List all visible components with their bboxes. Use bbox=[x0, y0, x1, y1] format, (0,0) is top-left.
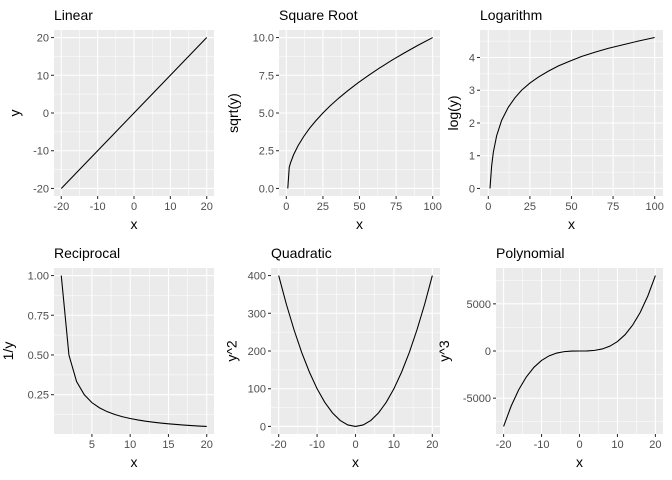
chart-square-root-x-tick-label: 50 bbox=[353, 201, 365, 213]
chart-polynomial-y-tick-label: -5000 bbox=[463, 393, 491, 405]
chart-square-root-y-tick-label: 7.5 bbox=[259, 70, 274, 82]
chart-quadratic-x-tick-label: -10 bbox=[309, 439, 325, 451]
chart-quadratic-x-tick-label: 10 bbox=[388, 439, 400, 451]
chart-logarithm-title: Logarithm bbox=[480, 7, 542, 23]
chart-polynomial-x-tick-label: 0 bbox=[576, 439, 582, 451]
chart-logarithm-y-tick-label: 4 bbox=[469, 53, 475, 65]
chart-logarithm-x-tick-label: 100 bbox=[646, 201, 664, 213]
chart-logarithm-y-axis-title: log(y) bbox=[445, 95, 461, 130]
chart-quadratic-y-tick-label: 200 bbox=[248, 346, 266, 358]
chart-polynomial-x-tick-label: 20 bbox=[649, 439, 661, 451]
chart-reciprocal-x-tick-label: 5 bbox=[89, 439, 95, 451]
chart-linear-panel: -20 -10 0 10 20 -20 -10 0 10 20 Linear x y bbox=[6, 7, 214, 232]
chart-linear-x-tick-label: 20 bbox=[201, 201, 213, 213]
chart-quadratic-x-tick-label: -20 bbox=[271, 439, 287, 451]
chart-logarithm-panel: 0 25 50 75 100 0 1 2 3 4 Logarithm x log(y) bbox=[445, 7, 664, 232]
chart-reciprocal-title: Reciprocal bbox=[54, 245, 120, 261]
chart-logarithm-x-tick-label: 75 bbox=[607, 201, 619, 213]
chart-quadratic-x-tick-label: 0 bbox=[352, 439, 358, 451]
chart-square-root-y-tick-label: 5.0 bbox=[259, 108, 274, 120]
chart-quadratic-y-tick-label: 400 bbox=[248, 271, 266, 283]
chart-linear-y-tick-label: -10 bbox=[33, 146, 49, 158]
chart-logarithm-series-line bbox=[489, 37, 655, 189]
chart-linear-y-tick-label: 20 bbox=[37, 33, 49, 45]
chart-reciprocal-y-tick-label: 0.50 bbox=[28, 350, 49, 362]
chart-linear-x-axis-title: x bbox=[131, 216, 138, 232]
chart-polynomial-y-tick-label: 5000 bbox=[467, 299, 491, 311]
chart-linear-title: Linear bbox=[54, 7, 93, 23]
chart-reciprocal-y-axis-title: 1/y bbox=[0, 342, 16, 361]
chart-square-root-title: Square Root bbox=[279, 7, 358, 23]
chart-quadratic-x-tick-label: 20 bbox=[426, 439, 438, 451]
chart-linear-x-tick-label: -10 bbox=[90, 201, 106, 213]
chart-polynomial-y-axis-title: y^3 bbox=[436, 340, 452, 362]
chart-linear-y-tick-label: 0 bbox=[43, 108, 49, 120]
chart-quadratic-y-tick-label: 300 bbox=[248, 308, 266, 320]
chart-reciprocal-x-tick-label: 10 bbox=[124, 439, 136, 451]
chart-square-root-x-tick-label: 0 bbox=[283, 201, 289, 213]
chart-logarithm-x-tick-label: 50 bbox=[565, 201, 577, 213]
chart-square-root-x-tick-label: 25 bbox=[317, 201, 329, 213]
chart-reciprocal-y-tick-label: 0.75 bbox=[28, 310, 49, 322]
chart-square-root-x-tick-label: 75 bbox=[390, 201, 402, 213]
chart-logarithm-y-tick-label: 3 bbox=[469, 85, 475, 97]
chart-logarithm-x-axis-title: x bbox=[568, 216, 575, 232]
chart-reciprocal-x-axis-title: x bbox=[131, 454, 138, 470]
chart-polynomial-x-tick-label: -20 bbox=[496, 439, 512, 451]
chart-polynomial-series-line bbox=[503, 275, 656, 427]
chart-quadratic-y-tick-label: 0 bbox=[260, 421, 266, 433]
chart-reciprocal-background bbox=[54, 268, 214, 434]
chart-polynomial-y-tick-label: 0 bbox=[485, 346, 491, 358]
chart-reciprocal-series-line bbox=[60, 275, 207, 427]
chart-quadratic-title: Quadratic bbox=[271, 245, 332, 261]
chart-quadratic-y-axis-title: y^2 bbox=[223, 340, 239, 362]
chart-logarithm-y-tick-label: 2 bbox=[469, 118, 475, 130]
chart-logarithm-x-tick-label: 25 bbox=[524, 201, 536, 213]
chart-logarithm-x-tick-label: 0 bbox=[485, 201, 491, 213]
chart-polynomial-x-axis-title: x bbox=[576, 454, 583, 470]
chart-square-root-x-axis-title: x bbox=[356, 216, 363, 232]
chart-linear-x-tick-label: 0 bbox=[131, 201, 137, 213]
chart-linear-y-tick-label: 10 bbox=[37, 70, 49, 82]
chart-square-root-series-line bbox=[287, 37, 433, 189]
chart-linear-x-tick-label: -20 bbox=[53, 201, 69, 213]
chart-logarithm-y-tick-label: 1 bbox=[469, 151, 475, 163]
chart-linear-x-tick-label: 10 bbox=[164, 201, 176, 213]
chart-reciprocal-y-tick-label: 1.00 bbox=[28, 271, 49, 283]
chart-linear-y-axis-title: y bbox=[6, 110, 22, 117]
chart-square-root-y-tick-label: 10.0 bbox=[253, 33, 274, 45]
chart-quadratic-series-line bbox=[278, 275, 433, 427]
chart-polynomial-x-tick-label: 10 bbox=[611, 439, 623, 451]
chart-square-root-panel: 0 25 50 75 100 0.0 2.5 5.0 7.5 10.0 Square Root x sq… bbox=[225, 7, 442, 232]
chart-square-root-y-axis-title: sqrt(y) bbox=[225, 93, 241, 133]
chart-polynomial-panel: -20 -10 0 10 20 -5000 0 5000 Polynomial x y^3 bbox=[436, 245, 663, 470]
chart-reciprocal-panel: 5 10 15 20 0.25 0.50 0.75 1.00 Reciprocal x 1/y bbox=[0, 245, 214, 470]
chart-reciprocal-x-tick-label: 15 bbox=[162, 439, 174, 451]
chart-square-root-y-tick-label: 0.0 bbox=[259, 183, 274, 195]
chart-polynomial-x-tick-label: -10 bbox=[534, 439, 550, 451]
chart-square-root-x-tick-label: 100 bbox=[424, 201, 442, 213]
chart-quadratic-x-axis-title: x bbox=[352, 454, 359, 470]
chart-reciprocal-x-tick-label: 20 bbox=[201, 439, 213, 451]
chart-reciprocal-y-tick-label: 0.25 bbox=[28, 390, 49, 402]
chart-linear-series-line bbox=[60, 37, 208, 189]
chart-logarithm-y-tick-label: 0 bbox=[469, 183, 475, 195]
chart-linear-y-tick-label: -20 bbox=[33, 183, 49, 195]
chart-quadratic-y-tick-label: 100 bbox=[248, 384, 266, 396]
chart-polynomial-title: Polynomial bbox=[496, 245, 564, 261]
chart-square-root-y-tick-label: 2.5 bbox=[259, 146, 274, 158]
